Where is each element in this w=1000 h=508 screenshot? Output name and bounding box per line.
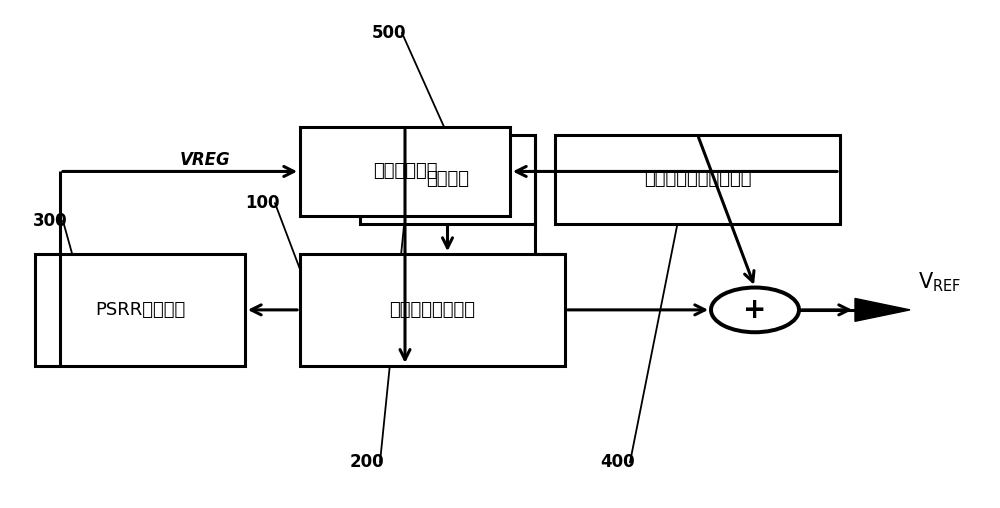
Bar — [300, 127, 510, 216]
Text: 低温高阶曲率补偿模块: 低温高阶曲率补偿模块 — [644, 170, 751, 188]
Polygon shape — [855, 298, 910, 322]
Bar — [360, 135, 535, 224]
Text: 电源稳压模块: 电源稳压模块 — [373, 163, 437, 180]
Text: 500: 500 — [372, 24, 406, 42]
Text: 启动模块: 启动模块 — [426, 170, 469, 188]
Text: 400: 400 — [600, 453, 635, 471]
Text: $\rm V_{REF}$: $\rm V_{REF}$ — [918, 270, 961, 294]
Bar — [35, 254, 245, 366]
Text: 200: 200 — [350, 453, 385, 471]
Text: 核心基准电压模块: 核心基准电压模块 — [390, 301, 476, 319]
Text: 300: 300 — [33, 212, 68, 230]
Text: 100: 100 — [245, 194, 280, 212]
Text: VREG: VREG — [180, 151, 230, 169]
Circle shape — [711, 288, 799, 332]
Bar — [555, 135, 840, 224]
Bar — [300, 254, 565, 366]
Text: +: + — [743, 296, 767, 324]
Text: PSRR增强模块: PSRR增强模块 — [95, 301, 185, 319]
